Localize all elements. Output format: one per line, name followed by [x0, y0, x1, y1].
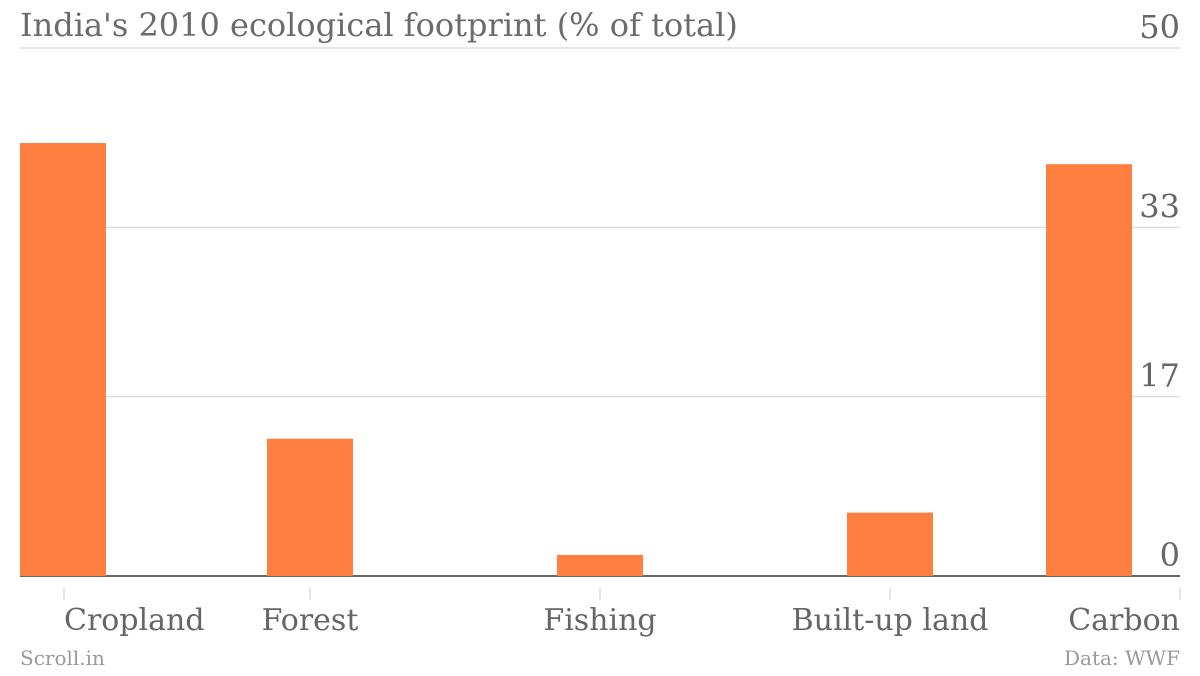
- x-tick-label: Forest: [262, 603, 359, 638]
- y-tick-label: 17: [1139, 356, 1180, 394]
- bar-carbon: [1046, 164, 1132, 576]
- bar-forest: [267, 438, 353, 576]
- data-source: Data: WWF: [1063, 646, 1180, 670]
- x-tick-label: Cropland: [64, 603, 205, 638]
- x-tick-label: Carbon: [1068, 603, 1180, 638]
- bars: [20, 143, 1132, 577]
- gridlines: [20, 47, 1180, 577]
- y-axis-ticks: 0 17 33 50: [1139, 8, 1180, 574]
- bar-built-up-land: [847, 512, 933, 576]
- x-tick-label: Built-up land: [792, 603, 989, 638]
- y-tick-label: 0: [1160, 536, 1180, 574]
- y-tick-label: 33: [1139, 188, 1180, 226]
- bar-cropland: [20, 143, 106, 577]
- chart-title: India's 2010 ecological footprint (% of …: [20, 6, 738, 44]
- bar-fishing: [557, 554, 643, 576]
- source-credit: Scroll.in: [20, 646, 105, 670]
- x-axis-ticks: Cropland Forest Fishing Built-up land Carbon: [63, 588, 1181, 638]
- y-tick-label: 50: [1139, 8, 1180, 46]
- x-tick-label: Fishing: [543, 603, 656, 638]
